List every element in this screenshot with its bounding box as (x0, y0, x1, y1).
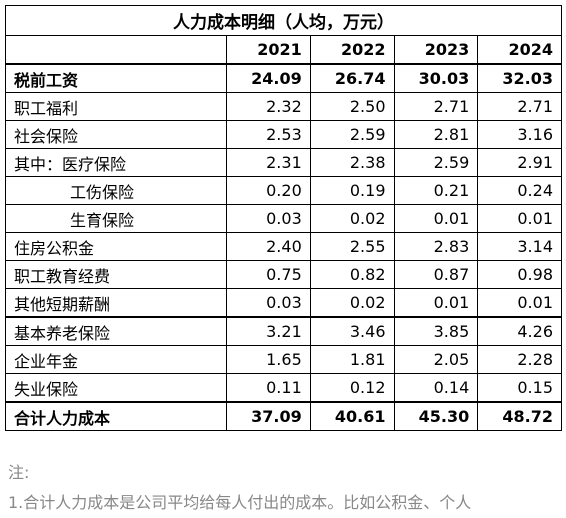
row-label: 失业保险 (5, 373, 227, 403)
cell-value: 2.71 (477, 92, 562, 121)
cell-value: 2.91 (477, 148, 562, 177)
cell-value: 1.65 (226, 345, 311, 374)
cell-value: 37.09 (226, 401, 311, 431)
data-row: 基本养老保险 3.21 3.46 3.85 4.26 (5, 316, 562, 346)
row-label: 工伤保险 (5, 176, 227, 205)
cell-value: 2.55 (309, 232, 395, 261)
cell-value: 26.74 (309, 63, 395, 93)
data-row: 住房公积金 2.40 2.55 2.83 3.14 (5, 232, 562, 261)
data-row: 失业保险 0.11 0.12 0.14 0.15 (5, 373, 562, 403)
cell-value: 0.02 (309, 204, 395, 233)
data-row: 职工教育经费 0.75 0.82 0.87 0.98 (5, 260, 562, 289)
cell-value: 2.40 (226, 232, 311, 261)
cell-value: 0.01 (477, 204, 562, 233)
cell-value: 3.21 (226, 316, 311, 346)
data-row: 税前工资 24.09 26.74 30.03 32.03 (5, 63, 562, 93)
data-row: 合计人力成本 37.09 40.61 45.30 48.72 (5, 401, 562, 431)
cell-value: 2.38 (309, 148, 395, 177)
row-label: 其中：医疗保险 (5, 148, 227, 177)
year-header: 2024 (477, 35, 562, 65)
row-label: 企业年金 (5, 345, 227, 374)
cell-value: 0.21 (393, 176, 479, 205)
cell-value: 0.01 (393, 204, 479, 233)
cell-value: 48.72 (477, 401, 562, 431)
cell-value: 2.05 (393, 345, 479, 374)
cell-value: 0.24 (477, 176, 562, 205)
year-header: 2021 (226, 35, 311, 65)
row-label: 生育保险 (5, 204, 227, 233)
cell-value: 2.81 (393, 120, 479, 149)
cell-value: 0.75 (226, 260, 311, 289)
notes-lines: 1.合计人力成本是公司平均给每人付出的成本。比如公积金、个人 (8, 488, 471, 518)
data-row: 工伤保险 0.20 0.19 0.21 0.24 (5, 176, 562, 205)
cell-value: 2.71 (393, 92, 479, 121)
cell-value: 0.12 (309, 373, 395, 403)
cell-value: 4.26 (477, 316, 562, 346)
cell-value: 3.46 (309, 316, 395, 346)
table-title: 人力成本明细（人均，万元） (5, 5, 562, 36)
data-row: 职工福利 2.32 2.50 2.71 2.71 (5, 92, 562, 121)
row-label: 住房公积金 (5, 232, 227, 261)
data-row: 社会保险 2.53 2.59 2.81 3.16 (5, 120, 562, 149)
row-label: 职工教育经费 (5, 260, 227, 289)
cell-value: 0.02 (309, 288, 395, 318)
cell-value: 1.81 (309, 345, 395, 374)
cell-value: 32.03 (477, 63, 562, 93)
cell-value: 3.85 (393, 316, 479, 346)
cell-value: 2.53 (226, 120, 311, 149)
cell-value: 2.59 (309, 120, 395, 149)
row-label: 税前工资 (5, 63, 227, 93)
row-label: 基本养老保险 (5, 316, 227, 346)
cell-value: 45.30 (393, 401, 479, 431)
table-body: 人力成本明细（人均，万元） 2021 2022 2023 2024 税前工资 24.09 2… (5, 5, 562, 431)
cell-value: 2.83 (393, 232, 479, 261)
cell-value: 0.15 (477, 373, 562, 403)
cell-value: 3.14 (477, 232, 562, 261)
cell-value: 2.50 (309, 92, 395, 121)
cell-value: 0.19 (309, 176, 395, 205)
cell-value: 0.01 (477, 288, 562, 318)
cell-value: 2.31 (226, 148, 311, 177)
cell-value: 0.03 (226, 288, 311, 318)
cell-value: 3.16 (477, 120, 562, 149)
cell-value: 2.59 (393, 148, 479, 177)
cost-table: 人力成本明细（人均，万元） 2021 2022 2023 2024 税前工资 24.09 2… (5, 5, 562, 431)
notes: 注: 1.合计人力成本是公司平均给每人付出的成本。比如公积金、个人 (8, 458, 471, 518)
data-row: 其中：医疗保险 2.31 2.38 2.59 2.91 (5, 148, 562, 177)
header-corner (5, 35, 227, 65)
cell-value: 2.28 (477, 345, 562, 374)
year-header: 2022 (309, 35, 395, 65)
year-header: 2023 (393, 35, 479, 65)
cell-value: 0.98 (477, 260, 562, 289)
header-row: 2021 2022 2023 2024 (5, 35, 562, 65)
row-label: 合计人力成本 (5, 401, 227, 431)
cell-value: 2.32 (226, 92, 311, 121)
cell-value: 0.20 (226, 176, 311, 205)
cell-value: 24.09 (226, 63, 311, 93)
cell-value: 40.61 (309, 401, 395, 431)
cell-value: 0.11 (226, 373, 311, 403)
row-label: 其他短期薪酬 (5, 288, 227, 318)
row-label: 社会保险 (5, 120, 227, 149)
cell-value: 0.87 (393, 260, 479, 289)
data-row: 生育保险 0.03 0.02 0.01 0.01 (5, 204, 562, 233)
cell-value: 30.03 (393, 63, 479, 93)
title-row: 人力成本明细（人均，万元） (5, 5, 562, 36)
cell-value: 0.14 (393, 373, 479, 403)
cell-value: 0.03 (226, 204, 311, 233)
data-row: 其他短期薪酬 0.03 0.02 0.01 0.01 (5, 288, 562, 318)
cell-value: 0.01 (393, 288, 479, 318)
row-label: 职工福利 (5, 92, 227, 121)
cell-value: 0.82 (309, 260, 395, 289)
note-line: 1.合计人力成本是公司平均给每人付出的成本。比如公积金、个人 (8, 493, 472, 512)
data-row: 企业年金 1.65 1.81 2.05 2.28 (5, 345, 562, 374)
notes-heading: 注: (8, 463, 30, 482)
